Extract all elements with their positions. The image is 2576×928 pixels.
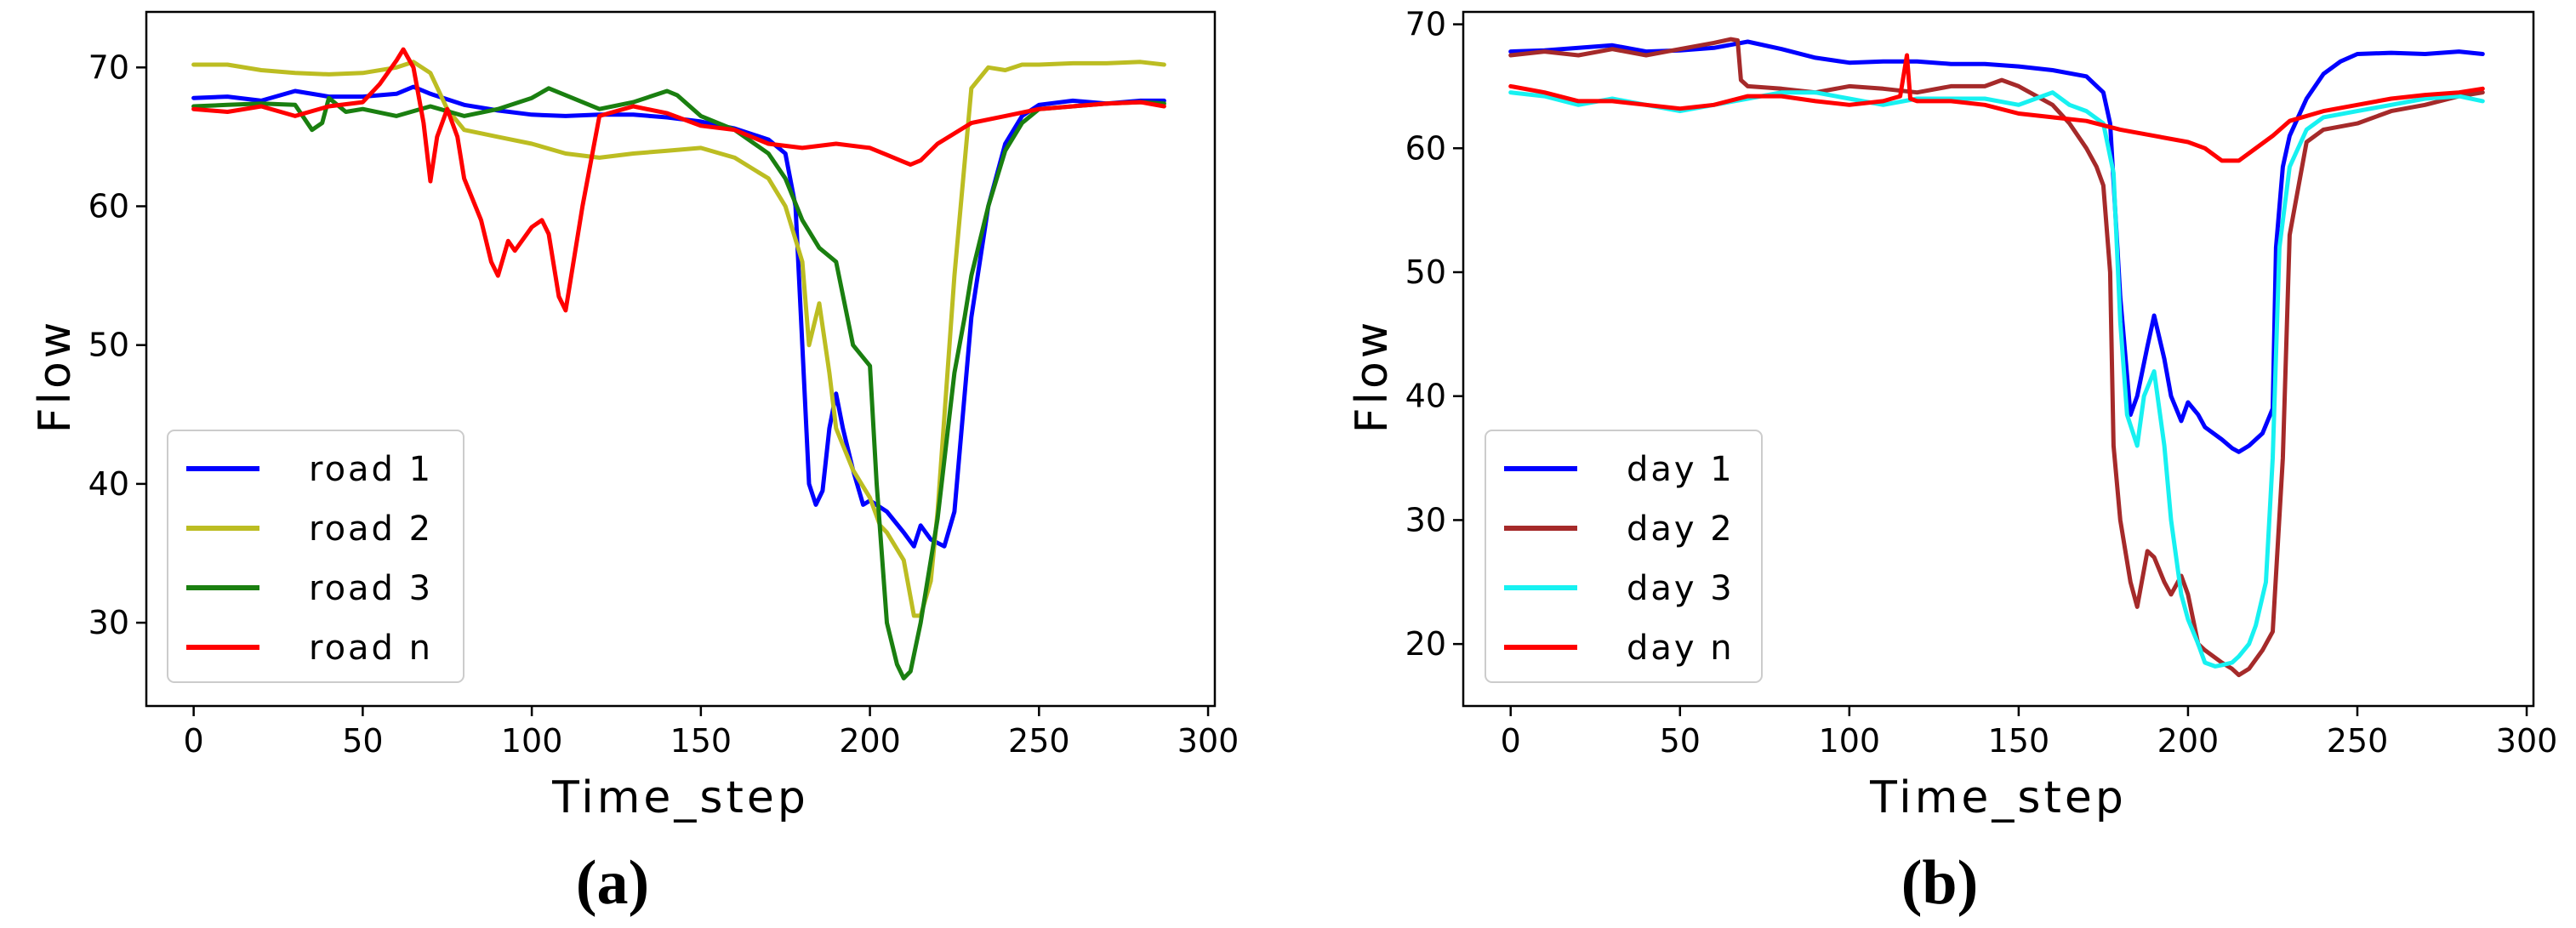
legend: road 1 road 2 road 3 road n	[167, 430, 464, 683]
y-tick-label: 30	[1405, 501, 1446, 538]
x-tick-label: 200	[839, 722, 901, 760]
series-line-road-n	[191, 47, 1166, 313]
chart-panel-b: 0 50 100 150 200 250 300 20 30 40 50 60 70 Time_step F…	[1347, 6, 2557, 918]
y-tick-label: 40	[1405, 378, 1446, 415]
x-tick-label: 200	[2157, 722, 2220, 760]
y-axis-title: Flow	[1347, 319, 1398, 434]
y-tick-label: 70	[88, 48, 129, 86]
legend-label: day 2	[1627, 510, 1735, 549]
legend-label: road 3	[309, 569, 433, 608]
legend-label: road 1	[309, 450, 433, 489]
x-tick-label: 150	[1988, 722, 2050, 760]
series-line-day-n	[1508, 53, 2485, 163]
x-tick-label: 0	[184, 722, 204, 760]
y-tick-label: 50	[1405, 253, 1446, 291]
x-axis-title: Time_step	[551, 772, 809, 823]
legend-box	[167, 430, 464, 683]
y-tick-label: 60	[88, 187, 129, 225]
axes-frame	[145, 10, 1217, 708]
legend-label: day 3	[1627, 569, 1735, 608]
legend-label: road 2	[309, 510, 433, 549]
x-tick-label: 250	[1008, 722, 1070, 760]
legend-label: day n	[1627, 629, 1735, 668]
x-tick-label: 100	[1819, 722, 1881, 760]
x-axis-title: Time_step	[1869, 772, 2127, 823]
x-tick-label: 0	[1501, 722, 1521, 760]
series-line-road-1	[191, 84, 1166, 549]
y-tick-label: 20	[1405, 625, 1446, 663]
legend-label: day 1	[1627, 450, 1735, 489]
x-tick-label: 250	[2327, 722, 2389, 760]
series-lines	[191, 47, 1166, 680]
series-line-day-3	[1508, 90, 2485, 669]
y-axis-title: Flow	[30, 319, 81, 434]
x-tick-label: 300	[2496, 722, 2558, 760]
legend-label: road n	[309, 629, 433, 668]
x-tick-label: 50	[342, 722, 383, 760]
series-lines	[1508, 37, 2485, 678]
y-tick-label: 70	[1405, 6, 1446, 43]
panel-label: (b)	[1901, 848, 1978, 918]
y-tick-label: 40	[88, 465, 129, 503]
panel-label: (a)	[576, 848, 649, 918]
series-line-day-2	[1508, 37, 2485, 678]
series-line-road-2	[191, 60, 1166, 618]
legend: day 1 day 2 day 3 day n	[1485, 430, 1763, 683]
x-tick-label: 300	[1177, 722, 1240, 760]
chart-panel-a: 0 50 100 150 200 250 300 30 40 50 60 70 Time_step Flo…	[30, 10, 1240, 918]
x-tick-label: 150	[670, 722, 732, 760]
y-tick-label: 50	[88, 327, 129, 364]
series-line-road-3	[191, 86, 1166, 680]
x-tick-label: 100	[501, 722, 563, 760]
series-line-day-1	[1508, 39, 2485, 454]
y-tick-label: 30	[88, 604, 129, 641]
axes-frame	[1462, 10, 2535, 708]
y-tick-label: 60	[1405, 129, 1446, 167]
legend-box	[1485, 430, 1763, 683]
x-tick-label: 50	[1660, 722, 1701, 760]
